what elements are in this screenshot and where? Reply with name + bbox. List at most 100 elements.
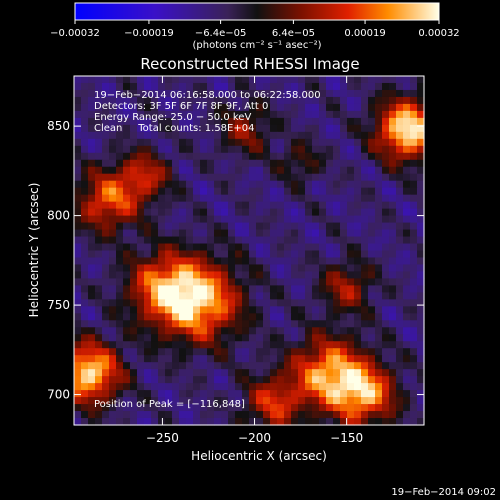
heatmap-pixel: [109, 187, 117, 196]
heatmap-pixel: [186, 306, 194, 314]
heatmap-pixel: [109, 76, 117, 84]
heatmap-pixel: [368, 110, 376, 119]
heatmap-pixel: [172, 397, 180, 405]
heatmap-pixel: [361, 390, 369, 398]
heatmap-pixel: [228, 348, 236, 356]
heatmap-pixel: [361, 369, 369, 377]
heatmap-pixel: [74, 89, 82, 98]
heatmap-pixel: [263, 96, 271, 105]
heatmap-pixel: [130, 257, 138, 266]
heatmap-pixel: [382, 362, 390, 370]
heatmap-pixel: [116, 271, 124, 280]
heatmap-pixel: [361, 96, 369, 105]
heatmap-pixel: [221, 397, 229, 405]
heatmap-pixel: [95, 152, 103, 161]
heatmap-pixel: [221, 327, 229, 335]
heatmap-pixel: [228, 411, 236, 419]
heatmap-pixel: [116, 383, 124, 391]
heatmap-pixel: [417, 138, 425, 147]
heatmap-pixel: [270, 278, 278, 286]
heatmap-pixel: [403, 334, 411, 342]
heatmap-pixel: [312, 152, 320, 161]
heatmap-pixel: [284, 369, 292, 377]
heatmap-pixel: [319, 397, 327, 405]
heatmap-pixel: [137, 194, 145, 203]
heatmap-pixel: [263, 271, 271, 280]
heatmap-pixel: [242, 264, 250, 273]
heatmap-pixel: [130, 313, 138, 321]
heatmap-pixel: [326, 82, 334, 91]
heatmap-pixel: [396, 138, 404, 147]
heatmap-pixel: [109, 390, 117, 398]
heatmap-pixel: [333, 292, 341, 300]
heatmap-pixel: [74, 103, 82, 112]
heatmap-pixel: [109, 418, 117, 426]
heatmap-pixel: [284, 152, 292, 161]
heatmap-pixel: [249, 348, 257, 356]
heatmap-pixel: [179, 292, 187, 300]
heatmap-pixel: [207, 341, 215, 349]
heatmap-pixel: [319, 187, 327, 196]
heatmap-pixel: [179, 201, 187, 210]
heatmap-pixel: [151, 334, 159, 342]
heatmap-pixel: [291, 271, 299, 280]
heatmap-pixel: [256, 418, 264, 426]
heatmap-pixel: [200, 215, 208, 224]
heatmap-pixel: [130, 264, 138, 273]
y-axis-label: Heliocentric Y (arcsec): [27, 183, 41, 318]
heatmap-pixel: [375, 404, 383, 412]
heatmap-pixel: [284, 201, 292, 210]
heatmap-pixel: [333, 215, 341, 224]
heatmap-pixel: [410, 299, 418, 307]
heatmap-pixel: [410, 131, 418, 140]
heatmap-pixel: [214, 236, 222, 245]
heatmap-pixel: [144, 369, 152, 377]
heatmap-pixel: [95, 299, 103, 307]
heatmap-pixel: [214, 89, 222, 98]
heatmap-pixel: [305, 117, 313, 126]
heatmap-pixel: [249, 96, 257, 105]
heatmap-pixel: [165, 313, 173, 321]
plot-frame: [73, 75, 425, 426]
heatmap-pixel: [193, 208, 201, 217]
heatmap-pixel: [81, 404, 89, 412]
heatmap-pixel: [312, 117, 320, 126]
heatmap-pixel: [144, 390, 152, 398]
heatmap-pixel: [207, 369, 215, 377]
heatmap-pixel: [305, 250, 313, 259]
heatmap-pixel: [333, 124, 341, 133]
heatmap-pixel: [186, 292, 194, 300]
heatmap-pixel: [333, 173, 341, 182]
heatmap-pixel: [158, 264, 166, 273]
heatmap-pixel: [179, 208, 187, 217]
heatmap-pixel: [151, 376, 159, 384]
heatmap-pixel: [410, 285, 418, 293]
heatmap-pixel: [340, 327, 348, 335]
heatmap-pixel: [256, 404, 264, 412]
heatmap-pixel: [410, 411, 418, 419]
heatmap-pixel: [165, 299, 173, 307]
heatmap-pixel: [172, 173, 180, 182]
heatmap-pixel: [186, 369, 194, 377]
heatmap-pixel: [382, 82, 390, 91]
heatmap-pixel: [186, 236, 194, 245]
heatmap-pixel: [263, 201, 271, 210]
heatmap-pixel: [347, 278, 355, 286]
heatmap-pixel: [214, 299, 222, 307]
heatmap-pixel: [144, 257, 152, 266]
heatmap-pixel: [277, 250, 285, 259]
heatmap-pixel: [200, 76, 208, 84]
heatmap-pixel: [382, 292, 390, 300]
heatmap-pixel: [333, 257, 341, 266]
heatmap-pixel: [375, 76, 383, 84]
heatmap-pixel: [277, 145, 285, 154]
heatmap-pixel: [158, 418, 166, 426]
heatmap-pixel: [200, 292, 208, 300]
heatmap-pixel: [95, 355, 103, 363]
heatmap-pixel: [165, 383, 173, 391]
heatmap-pixel: [123, 180, 131, 189]
heatmap-pixel: [333, 96, 341, 105]
heatmap-pixel: [95, 76, 103, 84]
heatmap-pixel: [228, 152, 236, 161]
heatmap-pixel: [277, 390, 285, 398]
